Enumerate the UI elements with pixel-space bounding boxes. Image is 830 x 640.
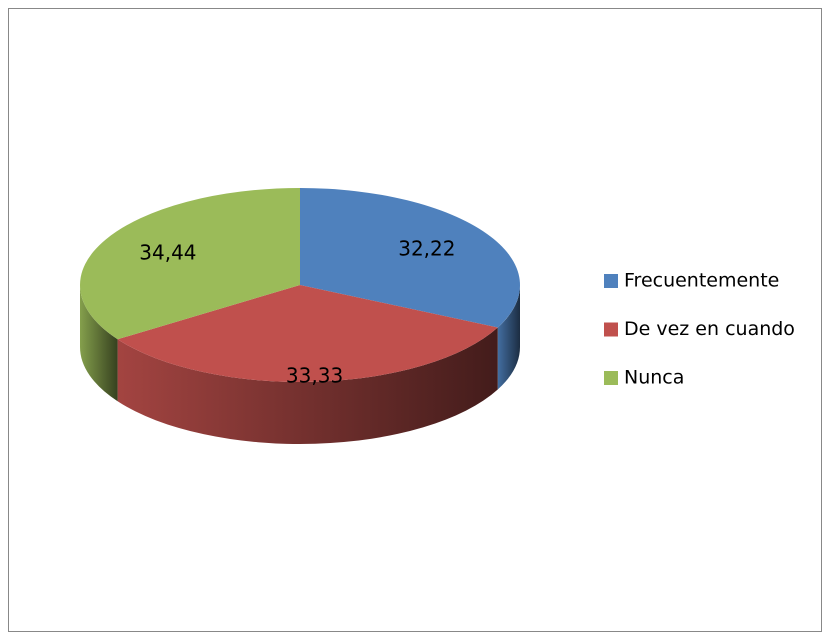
pie-slice [300,188,520,390]
data-label: 34,44 [139,241,196,265]
legend-label: Frecuentemente [624,270,779,292]
slice-side [80,285,118,402]
slice-top [80,188,300,340]
slice-top [300,188,520,328]
slice-top [117,285,498,382]
pie-slice [80,188,300,402]
data-label: 33,33 [286,363,343,387]
slice-side [497,285,520,390]
legend-swatch [604,371,618,385]
legend-swatch [604,274,618,288]
slice-side [117,327,498,444]
legend-swatch [604,322,618,337]
legend-label: De vez en cuando [624,318,795,340]
legend-label: Nunca [624,367,684,389]
data-label: 32,22 [398,237,455,261]
pie-slice [117,285,498,444]
